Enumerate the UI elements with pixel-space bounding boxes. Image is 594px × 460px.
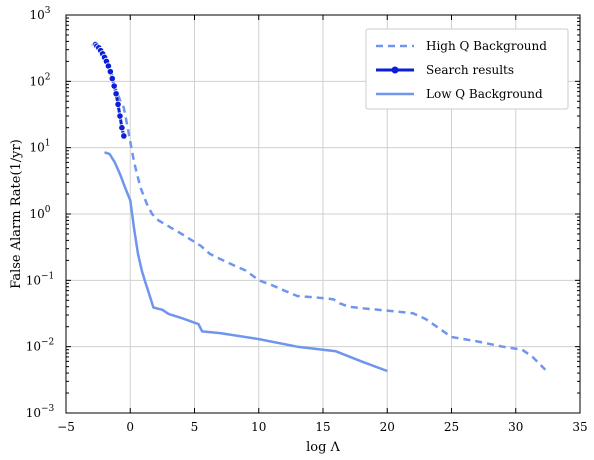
series-line-low-q-background	[104, 151, 388, 373]
search-result-point	[112, 90, 120, 98]
legend-items: High Q Background Search results Low Q Bac…	[376, 39, 547, 101]
y-tick-label: 10−2	[26, 338, 55, 354]
y-tick-label: 103	[29, 6, 50, 22]
legend: High Q Background Search results Low Q Bac…	[365, 28, 569, 110]
legend-label: High Q Background	[426, 39, 547, 53]
series-line-search-results	[94, 43, 126, 137]
search-result-point	[116, 112, 124, 120]
search-result-point	[118, 124, 126, 132]
legend-label: Low Q Background	[426, 87, 543, 101]
y-tick-label: 100	[29, 205, 50, 221]
x-tick-label: 30	[508, 420, 523, 434]
x-axis-label: log Λ	[306, 440, 340, 455]
legend-box	[365, 28, 569, 110]
x-tick-label: 25	[444, 420, 459, 434]
y-tick-label: 102	[29, 72, 50, 88]
search-result-point	[120, 132, 128, 140]
x-tick-label: 0	[126, 420, 134, 434]
x-tick-label: 15	[315, 420, 330, 434]
y-tick-label: 10−3	[26, 404, 55, 420]
y-tick-label: 10−1	[26, 271, 55, 287]
x-tick-label: 10	[251, 420, 266, 434]
legend-label: Search results	[426, 63, 514, 77]
search-result-point	[108, 74, 116, 83]
search-result-point	[114, 100, 122, 108]
legend-marker	[391, 66, 399, 74]
search-result-point	[106, 68, 114, 76]
y-axis-label: False Alarm Rate(1/yr)	[9, 139, 24, 289]
x-tick-label: −5	[57, 420, 75, 434]
search-result-point	[110, 82, 118, 90]
series-layer	[91, 40, 547, 373]
series-line-high-q-background	[91, 43, 547, 371]
x-tick-label: 5	[191, 420, 199, 434]
y-tick-label: 101	[29, 139, 50, 155]
axis-ticks: −5 0 5 10 15 20 25 30 35 10−3 10−2 10−1 100 101 102 103	[26, 6, 588, 434]
x-tick-label: 20	[380, 420, 395, 434]
x-tick-label: 35	[572, 420, 587, 434]
